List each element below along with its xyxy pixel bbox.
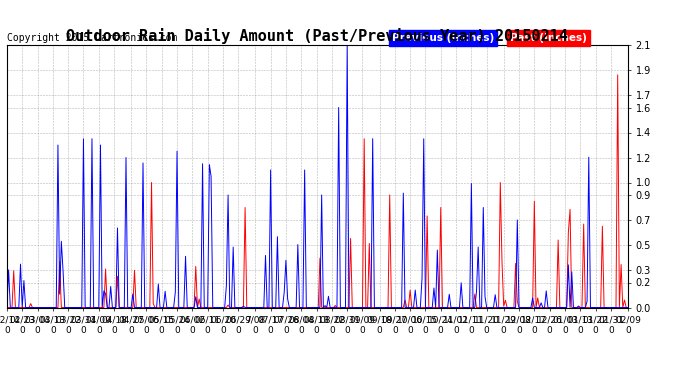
Text: Previous (Inches): Previous (Inches) (392, 33, 494, 43)
Text: Past (Inches): Past (Inches) (510, 33, 586, 43)
Title: Outdoor Rain Daily Amount (Past/Previous Year) 20150214: Outdoor Rain Daily Amount (Past/Previous… (66, 28, 569, 44)
Text: Copyright 2015 Cartronics.com: Copyright 2015 Cartronics.com (7, 33, 177, 43)
